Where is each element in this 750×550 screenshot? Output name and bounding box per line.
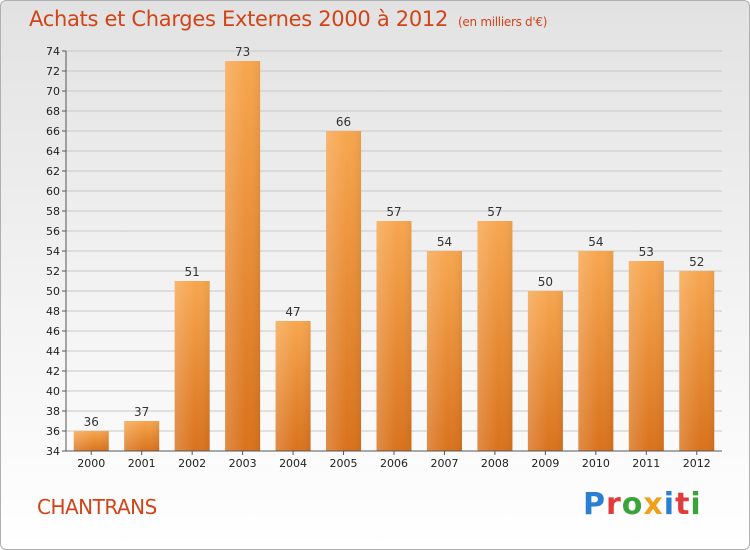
axes: 34 36 38 40 42 44 46 48 50 52 54 56 58 60 62 64 66 68 70 72… bbox=[46, 45, 722, 470]
bar-shine bbox=[376, 221, 412, 451]
bar-shine bbox=[124, 421, 160, 451]
bar-value-label: 54 bbox=[588, 235, 603, 249]
logo-letter: i bbox=[690, 487, 702, 522]
chart-unit: (en milliers d'€) bbox=[458, 15, 548, 29]
x-tick-label: 2007 bbox=[430, 457, 458, 470]
logo-letter: r bbox=[606, 487, 622, 522]
bar-value-label: 73 bbox=[235, 45, 250, 59]
bar-value-label: 54 bbox=[437, 235, 452, 249]
y-tick-label: 50 bbox=[46, 285, 60, 298]
x-tick-label: 2011 bbox=[632, 457, 660, 470]
y-tick-label: 52 bbox=[46, 265, 60, 278]
bar-shine bbox=[73, 431, 109, 451]
bar-value-label: 52 bbox=[689, 255, 704, 269]
bar-shine bbox=[326, 131, 362, 451]
y-tick-label: 58 bbox=[46, 205, 60, 218]
bars: 36 37 51 73 47 66 57 54 57 50 54 53 52 bbox=[73, 45, 715, 451]
logo-letter: P bbox=[583, 487, 606, 522]
y-tick-label: 46 bbox=[46, 325, 60, 338]
bar-value-label: 36 bbox=[84, 415, 99, 429]
proxiti-logo: Proxiti bbox=[583, 487, 702, 522]
logo-letter: x bbox=[643, 487, 664, 522]
x-tick-label: 2009 bbox=[531, 457, 559, 470]
logo-letter: t bbox=[675, 487, 691, 522]
y-tick-label: 48 bbox=[46, 305, 60, 318]
y-tick-label: 68 bbox=[46, 105, 60, 118]
y-tick-label: 64 bbox=[46, 145, 60, 158]
chart-title-text: Achats et Charges Externes 2000 à 2012 bbox=[29, 7, 449, 31]
chart-title: Achats et Charges Externes 2000 à 2012 (e… bbox=[29, 7, 547, 31]
y-tick-label: 56 bbox=[46, 225, 60, 238]
x-tick-label: 2008 bbox=[481, 457, 509, 470]
x-tick-label: 2006 bbox=[380, 457, 408, 470]
y-tick-label: 34 bbox=[46, 445, 60, 458]
y-tick-label: 42 bbox=[46, 365, 60, 378]
x-tick-label: 2010 bbox=[582, 457, 610, 470]
y-tick-label: 74 bbox=[46, 45, 60, 58]
bar-value-label: 50 bbox=[538, 275, 553, 289]
y-tick-label: 60 bbox=[46, 185, 60, 198]
x-tick-label: 2001 bbox=[128, 457, 156, 470]
x-tick-label: 2003 bbox=[229, 457, 257, 470]
bar-value-label: 37 bbox=[134, 405, 149, 419]
bar-shine bbox=[477, 221, 513, 451]
place-name: CHANTRANS bbox=[37, 495, 157, 519]
bar-value-label: 57 bbox=[487, 205, 502, 219]
bar-shine bbox=[679, 271, 715, 451]
y-tick-label: 72 bbox=[46, 65, 60, 78]
bar-value-label: 53 bbox=[639, 245, 654, 259]
y-tick-label: 54 bbox=[46, 245, 60, 258]
x-tick-label: 2000 bbox=[77, 457, 105, 470]
y-tick-label: 66 bbox=[46, 125, 60, 138]
y-tick-label: 40 bbox=[46, 385, 60, 398]
y-tick-label: 62 bbox=[46, 165, 60, 178]
x-tick-label: 2005 bbox=[330, 457, 358, 470]
bar-shine bbox=[426, 251, 462, 451]
bar-shine bbox=[578, 251, 614, 451]
bar-shine bbox=[275, 321, 311, 451]
bar-shine bbox=[527, 291, 563, 451]
x-tick-label: 2012 bbox=[683, 457, 711, 470]
bar-value-label: 51 bbox=[185, 265, 200, 279]
x-tick-label: 2004 bbox=[279, 457, 307, 470]
bar-value-label: 66 bbox=[336, 115, 351, 129]
y-tick-label: 38 bbox=[46, 405, 60, 418]
bar-shine bbox=[174, 281, 210, 451]
bar-shine bbox=[628, 261, 664, 451]
bar-shine bbox=[225, 61, 261, 451]
y-tick-label: 36 bbox=[46, 425, 60, 438]
bar-value-label: 47 bbox=[285, 305, 300, 319]
bar-value-label: 57 bbox=[386, 205, 401, 219]
y-tick-label: 70 bbox=[46, 85, 60, 98]
logo-letter: i bbox=[663, 487, 676, 522]
x-tick-label: 2002 bbox=[178, 457, 206, 470]
logo-letter: o bbox=[621, 487, 644, 522]
y-tick-label: 44 bbox=[46, 345, 60, 358]
